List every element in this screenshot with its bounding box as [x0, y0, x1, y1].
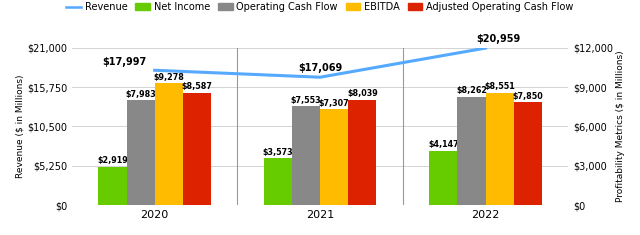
Text: $8,262: $8,262 — [456, 86, 487, 95]
Legend: Revenue, Net Income, Operating Cash Flow, EBITDA, Adjusted Operating Cash Flow: Revenue, Net Income, Operating Cash Flow… — [65, 0, 575, 14]
Bar — [99, 167, 127, 205]
Text: $8,551: $8,551 — [484, 82, 515, 91]
Bar — [264, 158, 292, 205]
Y-axis label: Profitability Metrics ($ in Millions): Profitability Metrics ($ in Millions) — [616, 51, 625, 202]
Text: $4,147: $4,147 — [428, 140, 459, 149]
Text: $17,997: $17,997 — [103, 56, 147, 67]
Bar — [348, 100, 376, 205]
Text: $3,573: $3,573 — [262, 148, 293, 157]
Text: $8,039: $8,039 — [347, 89, 378, 98]
Bar — [320, 109, 348, 205]
Bar — [458, 97, 486, 205]
Text: $9,278: $9,278 — [153, 73, 184, 82]
Bar — [292, 106, 320, 205]
Bar — [429, 151, 458, 205]
Text: $8,587: $8,587 — [181, 82, 212, 91]
Bar — [127, 100, 155, 205]
Bar — [514, 102, 542, 205]
Text: $7,307: $7,307 — [319, 99, 349, 108]
Text: $7,850: $7,850 — [513, 92, 543, 101]
Text: $7,553: $7,553 — [291, 95, 321, 105]
Text: $7,983: $7,983 — [125, 90, 156, 99]
Text: $20,959: $20,959 — [477, 34, 521, 44]
Text: $17,069: $17,069 — [298, 63, 342, 74]
Bar — [183, 93, 211, 205]
Y-axis label: Revenue ($ in Millions): Revenue ($ in Millions) — [15, 75, 24, 178]
Bar — [155, 83, 183, 205]
Text: $2,919: $2,919 — [97, 156, 128, 165]
Bar — [486, 93, 514, 205]
